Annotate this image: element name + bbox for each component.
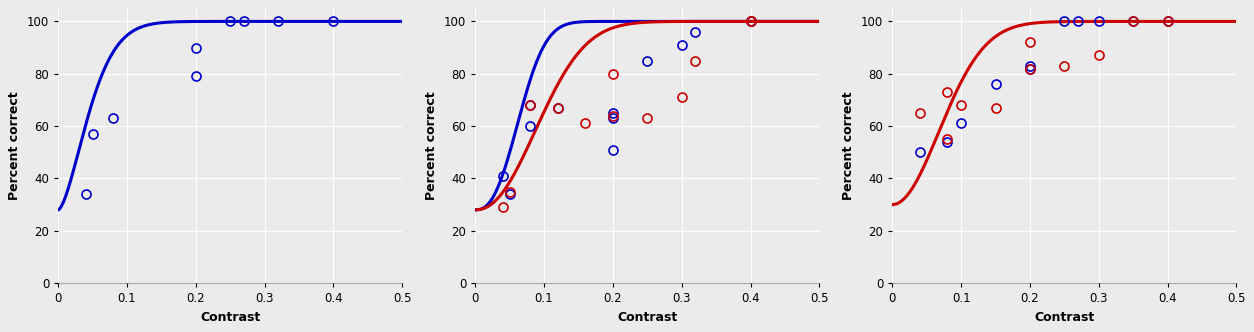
Y-axis label: Percent correct: Percent correct (425, 91, 439, 200)
X-axis label: Contrast: Contrast (1035, 311, 1095, 324)
Y-axis label: Percent correct: Percent correct (843, 91, 855, 200)
X-axis label: Contrast: Contrast (617, 311, 677, 324)
Y-axis label: Percent correct: Percent correct (9, 91, 21, 200)
X-axis label: Contrast: Contrast (201, 311, 261, 324)
